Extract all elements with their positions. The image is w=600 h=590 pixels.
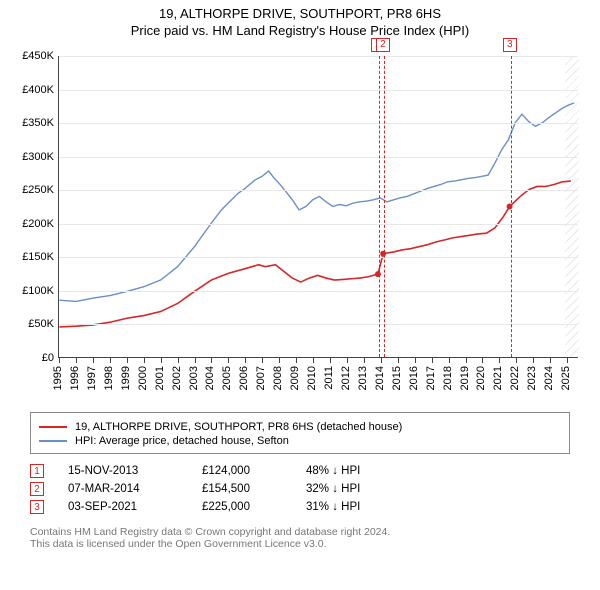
footer-line-2: This data is licensed under the Open Gov… [30,538,570,550]
x-tick-label: 2016 [408,366,420,406]
x-tick-label: 1998 [103,366,115,406]
footer-attribution: Contains HM Land Registry data © Crown c… [30,526,570,550]
x-tick-label: 2018 [442,366,454,406]
x-tick-label: 2020 [475,366,487,406]
x-tick-label: 1997 [86,366,98,406]
sale-marker-line [384,56,385,357]
sales-row-price: £154,500 [202,483,282,495]
sales-row-num: 1 [30,464,44,478]
x-tick-label: 2002 [171,366,183,406]
series-hpi [59,103,574,302]
sales-row: 1 15-NOV-2013 £124,000 48% ↓ HPI [30,464,570,478]
chart-title: 19, ALTHORPE DRIVE, SOUTHPORT, PR8 6HS [0,6,600,21]
sale-marker-line [379,56,380,357]
legend-label: 19, ALTHORPE DRIVE, SOUTHPORT, PR8 6HS (… [75,421,402,433]
x-tick-label: 1996 [69,366,81,406]
x-tick-label: 2023 [526,366,538,406]
x-tick-label: 2012 [340,366,352,406]
legend: 19, ALTHORPE DRIVE, SOUTHPORT, PR8 6HS (… [30,412,570,454]
x-tick-label: 2003 [188,366,200,406]
x-tick-label: 2005 [221,366,233,406]
sales-row-delta: 48% ↓ HPI [306,465,406,477]
legend-label: HPI: Average price, detached house, Seft… [75,435,289,447]
sales-row-price: £124,000 [202,465,282,477]
x-tick-label: 2011 [323,366,335,406]
x-tick-label: 1999 [120,366,132,406]
sales-row-date: 15-NOV-2013 [68,465,178,477]
sales-row: 2 07-MAR-2014 £154,500 32% ↓ HPI [30,482,570,496]
sales-row-num: 3 [30,500,44,514]
legend-swatch [39,426,67,428]
x-tick-label: 2006 [238,366,250,406]
x-tick-label: 2001 [154,366,166,406]
x-tick-label: 2019 [459,366,471,406]
plot-area [58,56,578,358]
y-tick-label: £450K [0,50,54,62]
legend-swatch [39,440,67,442]
sales-row-date: 07-MAR-2014 [68,483,178,495]
sale-marker-box: 2 [376,38,390,52]
x-tick-label: 2022 [509,366,521,406]
y-tick-label: £350K [0,117,54,129]
sales-row-delta: 31% ↓ HPI [306,501,406,513]
x-tick-label: 2014 [374,366,386,406]
y-tick-label: £50K [0,318,54,330]
x-tick-label: 2015 [391,366,403,406]
chart-subtitle: Price paid vs. HM Land Registry's House … [0,23,600,38]
y-tick-label: £200K [0,218,54,230]
y-tick-label: £300K [0,151,54,163]
chart-lines [59,56,578,357]
x-tick-label: 2010 [306,366,318,406]
x-tick-label: 2025 [560,366,572,406]
y-tick-label: £150K [0,251,54,263]
x-tick-label: 2009 [289,366,301,406]
sale-marker-line [511,56,512,357]
x-tick-label: 2021 [492,366,504,406]
footer-line-1: Contains HM Land Registry data © Crown c… [30,526,570,538]
sales-row-delta: 32% ↓ HPI [306,483,406,495]
series-price_paid [59,181,571,327]
sales-table: 1 15-NOV-2013 £124,000 48% ↓ HPI 2 07-MAR-201… [30,464,570,514]
legend-item: HPI: Average price, detached house, Seft… [39,435,561,447]
chart: £0 £50K £100K £150K £200K £250K £300K £350K £400… [0,48,600,408]
y-tick-label: £100K [0,285,54,297]
sales-row-price: £225,000 [202,501,282,513]
chart-title-block: 19, ALTHORPE DRIVE, SOUTHPORT, PR8 6HS P… [0,0,600,38]
x-tick-label: 2013 [357,366,369,406]
sale-marker-box: 3 [503,38,517,52]
x-tick-label: 2007 [255,366,267,406]
x-tick-label: 2024 [543,366,555,406]
y-tick-label: £250K [0,184,54,196]
x-tick-label: 2004 [204,366,216,406]
sales-row-date: 03-SEP-2021 [68,501,178,513]
x-tick-label: 2017 [425,366,437,406]
y-tick-label: £0 [0,352,54,364]
sales-row-num: 2 [30,482,44,496]
x-tick-label: 2000 [137,366,149,406]
x-tick-label: 2008 [272,366,284,406]
y-tick-label: £400K [0,84,54,96]
legend-item: 19, ALTHORPE DRIVE, SOUTHPORT, PR8 6HS (… [39,421,561,433]
x-tick-label: 1995 [52,366,64,406]
sales-row: 3 03-SEP-2021 £225,000 31% ↓ HPI [30,500,570,514]
